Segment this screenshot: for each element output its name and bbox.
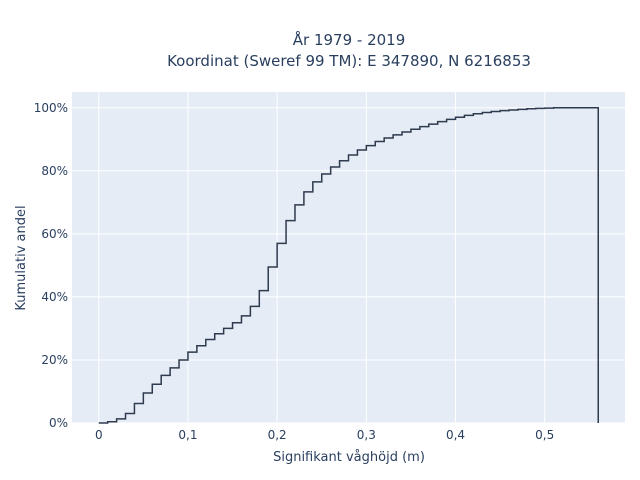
- grid: [72, 92, 625, 424]
- y-tick-label: 60%: [41, 227, 68, 241]
- y-axis-title: Kumulativ andel: [14, 205, 29, 310]
- x-tick-label: 0,5: [535, 428, 554, 442]
- x-tick-label: 0,1: [178, 428, 197, 442]
- y-tick-label: 80%: [41, 164, 68, 178]
- y-tick-label: 100%: [34, 101, 68, 115]
- y-tick-label: 20%: [41, 353, 68, 367]
- x-tick-label: 0,3: [357, 428, 376, 442]
- x-tick-label: 0: [95, 428, 103, 442]
- y-tick-label: 0%: [49, 416, 68, 430]
- x-axis-ticks: 0 0,1 0,2 0,3 0,4 0,5: [95, 428, 554, 442]
- x-tick-label: 0,4: [446, 428, 465, 442]
- y-tick-label: 40%: [41, 290, 68, 304]
- plot-area: [72, 92, 625, 423]
- x-axis-title: Signifikant våghöjd (m): [273, 450, 425, 465]
- chart-title-line-2: Koordinat (Sweref 99 TM): E 347890, N 62…: [167, 52, 531, 70]
- x-tick-label: 0,2: [268, 428, 287, 442]
- chart-title-line-1: År 1979 - 2019: [293, 30, 406, 49]
- y-axis-ticks: 0% 20% 40% 60% 80% 100%: [34, 101, 68, 430]
- series-line: [98, 107, 599, 424]
